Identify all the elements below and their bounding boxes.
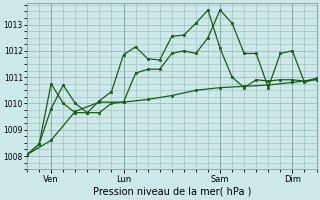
- X-axis label: Pression niveau de la mer( hPa ): Pression niveau de la mer( hPa ): [92, 187, 251, 197]
